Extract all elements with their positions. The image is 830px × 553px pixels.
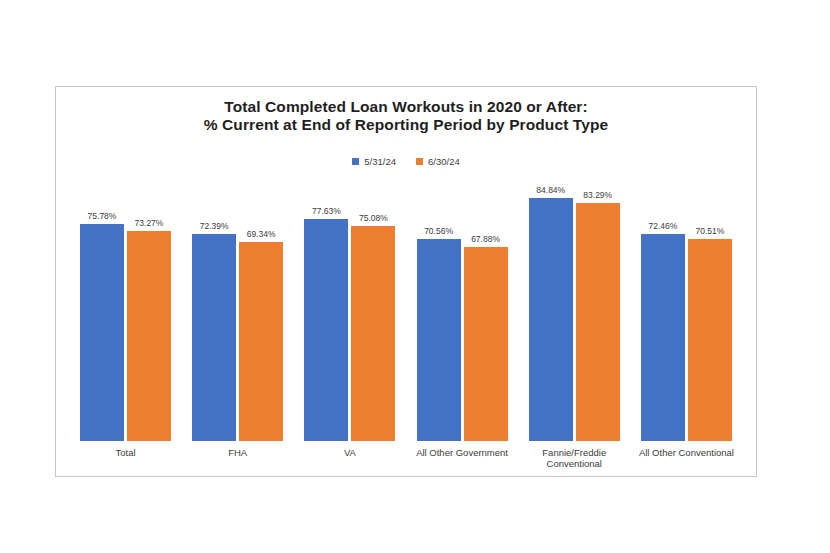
bar-6-30-24: 83.29%	[576, 203, 620, 442]
category-label: All Other Conventional	[630, 447, 742, 458]
bar-value-label: 75.78%	[88, 211, 117, 221]
bar-group-all-other-conventional: 72.46%70.51%All Other Conventional	[631, 191, 742, 441]
category-label: All Other Government	[406, 447, 518, 458]
bar-value-label: 77.63%	[312, 206, 341, 216]
legend-swatch-blue	[352, 158, 359, 165]
bar-value-label: 75.08%	[359, 213, 388, 223]
bar-5-31-24: 72.39%	[192, 234, 236, 441]
bar-5-31-24: 77.63%	[304, 219, 348, 441]
bar-value-label: 69.34%	[247, 229, 276, 239]
bar-group-all-other-government: 70.56%67.88%All Other Government	[407, 191, 518, 441]
legend-item-series1: 5/31/24	[352, 156, 396, 167]
bar-value-label: 73.27%	[135, 218, 164, 228]
bar-group-va: 77.63%75.08%VA	[294, 191, 405, 441]
category-label: VA	[294, 447, 406, 458]
bar-6-30-24: 75.08%	[351, 226, 395, 441]
chart-title-line2: % Current at End of Reporting Period by …	[56, 116, 756, 134]
bar-6-30-24: 67.88%	[464, 247, 508, 441]
legend-label-series1: 5/31/24	[364, 156, 396, 167]
bar-6-30-24: 70.51%	[688, 239, 732, 441]
chart-title: Total Completed Loan Workouts in 2020 or…	[56, 98, 756, 134]
category-label: FHA	[182, 447, 294, 458]
plot-area: 75.78%73.27%Total72.39%69.34%FHA77.63%75…	[70, 191, 742, 441]
bar-group-total: 75.78%73.27%Total	[70, 191, 181, 441]
bar-5-31-24: 75.78%	[80, 224, 124, 441]
bar-value-label: 70.56%	[424, 226, 453, 236]
category-label: Total	[70, 447, 182, 458]
bar-value-label: 72.46%	[649, 221, 678, 231]
bar-value-label: 67.88%	[471, 234, 500, 244]
bar-5-31-24: 84.84%	[529, 198, 573, 441]
legend-swatch-orange	[416, 158, 423, 165]
page: Total Completed Loan Workouts in 2020 or…	[0, 0, 830, 553]
chart-legend: 5/31/24 6/30/24	[56, 156, 756, 167]
bar-group-fannie-freddie-conventional: 84.84%83.29%Fannie/Freddie Conventional	[519, 191, 630, 441]
bar-5-31-24: 72.46%	[641, 234, 685, 442]
bar-6-30-24: 73.27%	[127, 231, 171, 441]
bar-value-label: 83.29%	[583, 190, 612, 200]
chart-title-line1: Total Completed Loan Workouts in 2020 or…	[56, 98, 756, 116]
bar-value-label: 72.39%	[200, 221, 229, 231]
bar-6-30-24: 69.34%	[239, 242, 283, 441]
legend-label-series2: 6/30/24	[428, 156, 460, 167]
bar-value-label: 84.84%	[536, 185, 565, 195]
legend-item-series2: 6/30/24	[416, 156, 460, 167]
category-label: Fannie/Freddie Conventional	[518, 447, 630, 470]
bar-value-label: 70.51%	[696, 226, 725, 236]
chart-container: Total Completed Loan Workouts in 2020 or…	[55, 86, 757, 477]
bar-group-fha: 72.39%69.34%FHA	[182, 191, 293, 441]
bar-5-31-24: 70.56%	[417, 239, 461, 441]
